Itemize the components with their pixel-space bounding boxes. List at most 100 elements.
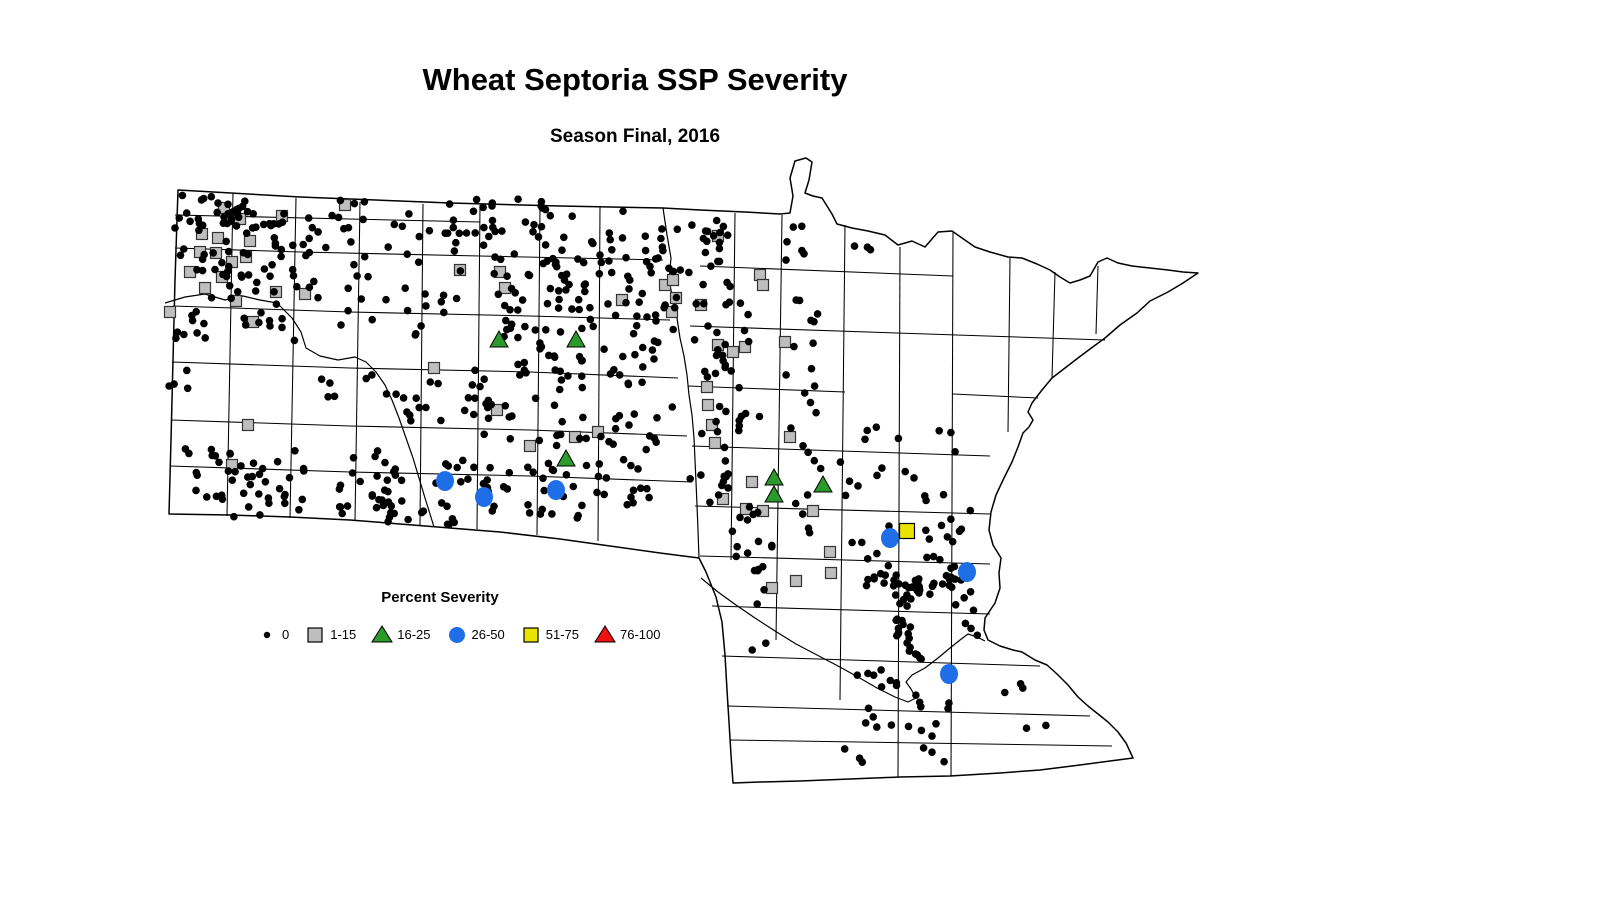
marker-triangle-16-25 (813, 474, 833, 493)
marker-dot-0 (957, 525, 966, 533)
marker-dot-0 (622, 298, 630, 307)
marker-dot-0 (713, 328, 721, 337)
marker-dot-0 (558, 417, 566, 426)
triangle-legend-icon (371, 625, 394, 643)
marker-dot-0 (589, 322, 597, 331)
marker-dot-0 (562, 471, 571, 479)
marker-dot-0 (574, 295, 583, 304)
marker-dot-0 (439, 291, 448, 300)
marker-dot-0 (733, 542, 741, 551)
marker-dot-0 (652, 317, 660, 325)
marker-dot-0 (317, 375, 326, 384)
marker-dot-0 (469, 410, 478, 419)
marker-dot-0 (538, 204, 547, 212)
legend-title: Percent Severity (381, 589, 499, 606)
marker-dot-0 (836, 458, 845, 466)
marker-dot-0 (807, 364, 816, 373)
marker-dot-0 (503, 325, 511, 334)
marker-dot-0 (922, 526, 930, 535)
marker-square-1-15 (716, 492, 730, 506)
marker-square-1-15 (824, 566, 838, 580)
marker-dot-0 (880, 579, 888, 587)
marker-dot-0 (305, 234, 314, 243)
marker-dot-0 (648, 346, 657, 354)
marker-dot-0 (193, 266, 201, 274)
marker-dot-0 (638, 343, 647, 352)
marker-dot-0 (299, 240, 308, 249)
marker-dot-0 (727, 367, 735, 375)
marker-dot-0 (412, 330, 420, 338)
marker-dot-0 (291, 447, 299, 455)
marker-dot-0 (627, 461, 635, 470)
marker-dot-0 (969, 606, 978, 615)
marker-dot-0 (383, 476, 392, 485)
legend-label: 76-100 (620, 626, 661, 642)
marker-dot-0 (453, 463, 462, 472)
marker-dot-0 (305, 283, 314, 292)
marker-dot-0 (604, 300, 612, 308)
marker-dot-0 (288, 265, 297, 274)
marker-dot-0 (324, 393, 332, 401)
marker-dot-0 (935, 427, 943, 435)
marker-dot-0 (629, 499, 637, 507)
county-line (354, 201, 361, 522)
marker-dot-0 (595, 270, 604, 278)
marker-dot-0 (480, 223, 488, 232)
marker-dot-0 (280, 210, 288, 218)
marker-dot-0 (415, 232, 424, 241)
marker-dot-0 (629, 486, 638, 495)
marker-dot-0 (722, 407, 730, 416)
marker-dot-0 (600, 345, 608, 354)
marker-dot-0 (372, 503, 381, 512)
marker-dot-0 (330, 392, 339, 401)
marker-dot-0 (208, 451, 216, 460)
marker-dot-0 (607, 268, 616, 277)
marker-dot-0 (615, 371, 624, 379)
marker-square-1-15 (243, 234, 257, 248)
marker-dot-0 (622, 253, 630, 262)
legend-item-16-25: 16-25 (371, 624, 431, 644)
marker-dot-0 (178, 191, 187, 200)
marker-dot-0 (917, 726, 926, 735)
marker-dot-0 (782, 371, 790, 379)
marker-dot-0 (183, 366, 191, 375)
marker-dot-0 (192, 307, 200, 316)
marker-dot-0 (479, 241, 488, 249)
marker-dot-0 (605, 257, 613, 265)
marker-dot-0 (618, 234, 627, 242)
marker-dot-0 (816, 464, 825, 473)
marker-dot-0 (864, 669, 872, 678)
marker-dot-0 (471, 229, 480, 237)
marker-dot-0 (391, 465, 400, 473)
marker-dot-0 (611, 424, 620, 433)
marker-dot-0 (840, 745, 849, 753)
marker-dot-0 (486, 463, 494, 472)
marker-dot-0 (452, 294, 461, 303)
marker-dot-0 (625, 421, 633, 429)
marker-dot-0 (368, 492, 377, 500)
marker-dot-0 (845, 477, 854, 486)
marker-dot-0 (417, 322, 425, 330)
marker-dot-0 (450, 247, 459, 255)
marker-dot-0 (870, 573, 878, 581)
minnesota-river (700, 577, 986, 703)
marker-dot-0 (966, 506, 975, 515)
marker-dot-0 (224, 210, 232, 218)
marker-square-1-15 (726, 345, 740, 359)
marker-dot-0 (602, 474, 611, 482)
county-line (536, 205, 541, 536)
marker-square-1-15 (823, 545, 837, 559)
marker-dot-0 (894, 628, 903, 637)
marker-dot-0 (498, 227, 506, 235)
marker-dot-0 (398, 497, 406, 505)
marker-dot-0 (232, 222, 241, 230)
marker-dot-0 (371, 452, 379, 461)
marker-dot-0 (443, 229, 452, 237)
marker-dot-0 (334, 213, 343, 222)
marker-dot-0 (725, 298, 734, 307)
marker-dot-0 (180, 330, 188, 339)
marker-dot-0 (703, 373, 712, 381)
marker-dot-0 (940, 757, 948, 766)
marker-dot-0 (273, 457, 282, 466)
marker-dot-0 (650, 355, 658, 363)
